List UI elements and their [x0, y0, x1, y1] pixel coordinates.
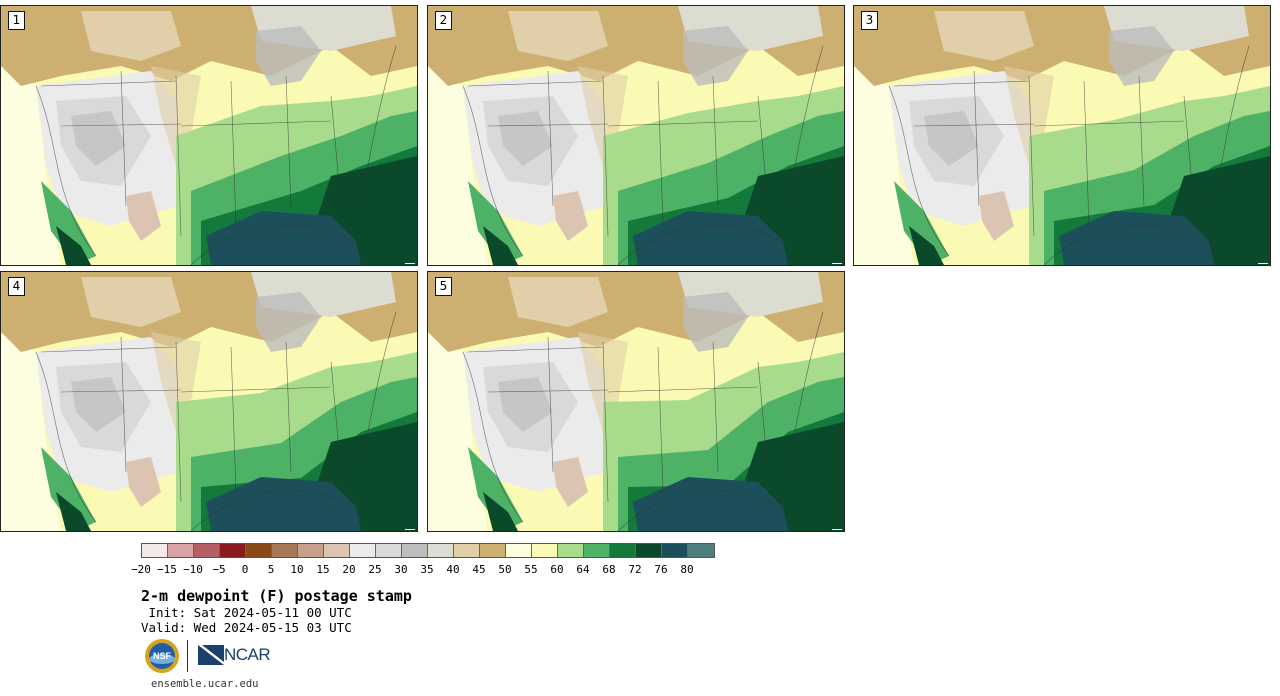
- colorbar-tick-label: 0: [241, 563, 249, 576]
- map-panel-5: 5: [427, 271, 845, 532]
- colorbar-tick-label: 80: [680, 563, 694, 576]
- valid-time: Valid: Wed 2024-05-15 03 UTC: [141, 620, 352, 635]
- panel-number: 1: [8, 11, 25, 30]
- colorbar-tick-label: −15: [157, 563, 177, 576]
- colorbar-swatch: [376, 544, 402, 557]
- init-time: Init: Sat 2024-05-11 00 UTC: [141, 605, 352, 620]
- colorbar-swatch: [168, 544, 194, 557]
- colorbar-tick-label: 10: [290, 563, 304, 576]
- ncar-mark-icon: [198, 645, 224, 665]
- colorbar-tick-label: −20: [131, 563, 151, 576]
- colorbar-swatch: [480, 544, 506, 557]
- colorbar-tick-label: −5: [212, 563, 226, 576]
- site-url: ensemble.ucar.edu: [151, 678, 259, 690]
- dewpoint-map: [428, 272, 844, 531]
- ncar-logo-text: NCAR: [224, 645, 271, 664]
- colorbar-tick-label: 35: [420, 563, 434, 576]
- ncar-logo: NCAR: [198, 643, 271, 667]
- panel-number: 2: [435, 11, 452, 30]
- dewpoint-map: [428, 6, 844, 265]
- colorbar-swatch: [402, 544, 428, 557]
- colorbar-swatch: [246, 544, 272, 557]
- colorbar-swatch: [428, 544, 454, 557]
- colorbar-swatch: [298, 544, 324, 557]
- panel-number: 5: [435, 277, 452, 296]
- colorbar-swatch: [636, 544, 662, 557]
- colorbar-swatch: [688, 544, 714, 557]
- colorbar-tick-labels: −20 −15 −10 −5 0 5 10 15 20 25 30 35 40 45 50 55 60 64 68 7…: [131, 563, 761, 577]
- figure-title: 2-m dewpoint (F) postage stamp: [141, 587, 412, 605]
- dewpoint-map: [854, 6, 1270, 265]
- colorbar-tick-label: 20: [342, 563, 356, 576]
- nsf-logo-text: NSF: [153, 651, 172, 661]
- colorbar-tick-label: 55: [524, 563, 538, 576]
- dewpoint-map: [1, 6, 417, 265]
- colorbar-tick-label: 76: [654, 563, 668, 576]
- colorbar-tick-label: 68: [602, 563, 616, 576]
- colorbar-tick-label: 40: [446, 563, 460, 576]
- colorbar-tick-label: −10: [183, 563, 203, 576]
- colorbar-tick-label: 45: [472, 563, 486, 576]
- scale-tick: [405, 529, 415, 530]
- colorbar-swatch: [272, 544, 298, 557]
- colorbar-swatch: [142, 544, 168, 557]
- colorbar-tick-label: 64: [576, 563, 590, 576]
- map-panel-2: 2: [427, 5, 845, 266]
- colorbar: [141, 543, 715, 558]
- scale-tick: [832, 529, 842, 530]
- panel-number: 4: [8, 277, 25, 296]
- logo-divider: [187, 640, 188, 672]
- map-panel-4: 4: [0, 271, 418, 532]
- scale-tick: [405, 263, 415, 264]
- colorbar-swatch: [324, 544, 350, 557]
- colorbar-swatch: [194, 544, 220, 557]
- colorbar-swatch: [220, 544, 246, 557]
- colorbar-tick-label: 50: [498, 563, 512, 576]
- colorbar-swatch: [506, 544, 532, 557]
- colorbar-tick-label: 60: [550, 563, 564, 576]
- colorbar-swatch: [610, 544, 636, 557]
- nsf-logo: NSF: [145, 639, 179, 673]
- colorbar-tick-label: 30: [394, 563, 408, 576]
- colorbar-swatch: [350, 544, 376, 557]
- colorbar-tick-label: 5: [267, 563, 275, 576]
- colorbar-swatch: [532, 544, 558, 557]
- colorbar-tick-label: 15: [316, 563, 330, 576]
- map-panel-1: 1: [0, 5, 418, 266]
- colorbar-swatch: [662, 544, 688, 557]
- colorbar-tick-label: 72: [628, 563, 642, 576]
- scale-tick: [832, 263, 842, 264]
- dewpoint-map: [1, 272, 417, 531]
- map-panel-3: 3: [853, 5, 1271, 266]
- colorbar-swatch: [558, 544, 584, 557]
- colorbar-swatch: [584, 544, 610, 557]
- panel-number: 3: [861, 11, 878, 30]
- colorbar-tick-label: 25: [368, 563, 382, 576]
- scale-tick: [1258, 263, 1268, 264]
- colorbar-swatch: [454, 544, 480, 557]
